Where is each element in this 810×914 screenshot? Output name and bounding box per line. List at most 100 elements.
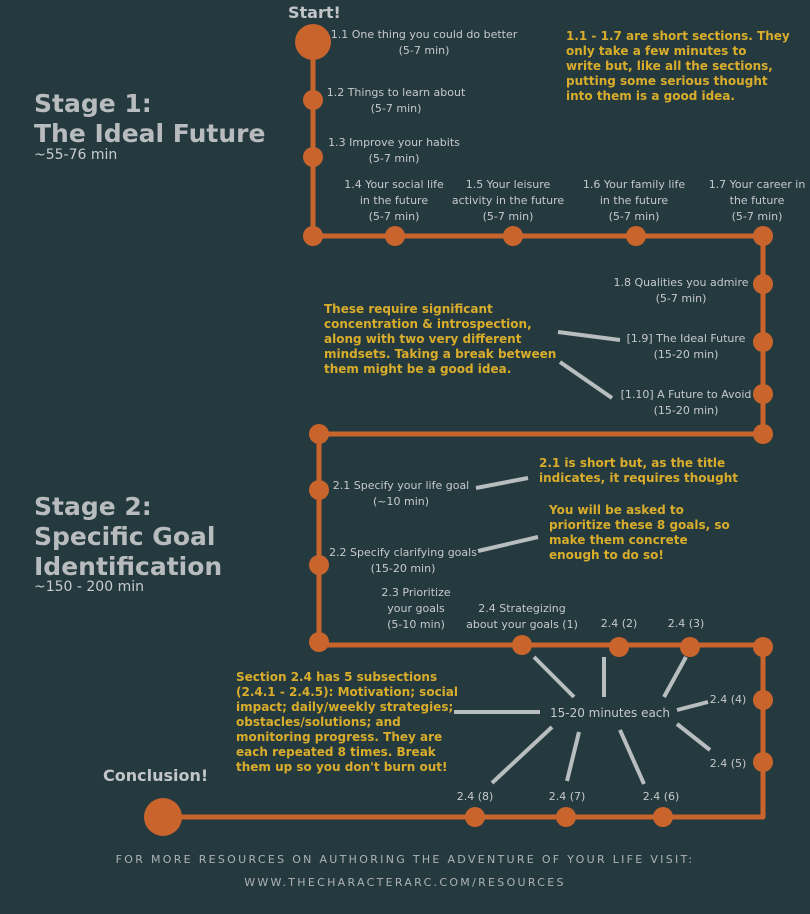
stage2-title-line1: Stage 2: — [34, 492, 152, 521]
step-node — [309, 480, 329, 500]
note-line: obstacles/solutions; and — [236, 715, 401, 729]
step-label-line: [1.9] The Ideal Future — [626, 332, 746, 345]
conclusion-label: Conclusion! — [103, 766, 209, 785]
step-label-line: [1.10] A Future to Avoid — [620, 388, 752, 401]
hub-label: 15-20 minutes each — [549, 706, 671, 720]
step-2-4-4-label: 2.4 (4) — [709, 693, 747, 706]
step-duration: (5-7 min) — [482, 210, 534, 223]
step-label-line: in the future — [359, 194, 429, 207]
note-line: each repeated 8 times. Break — [236, 745, 436, 759]
step-1-6-label: 1.6 Your family life in the future (5-7 … — [583, 177, 685, 225]
stage2-time: ~150 - 200 min — [34, 579, 144, 595]
step-duration: (5-7 min) — [655, 292, 707, 305]
step-2-2-label: 2.2 Specify clarifying goals (15-20 min) — [329, 545, 477, 577]
connector-line — [565, 731, 581, 782]
step-1-7-label: 1.7 Your career in the future (5-7 min) — [709, 177, 806, 225]
step-node — [680, 637, 700, 657]
step-label-line: activity in the future — [451, 194, 565, 207]
step-2-3-label: 2.3 Prioritize your goals (5-10 min) — [381, 585, 450, 633]
step-duration: (5-7 min) — [608, 210, 660, 223]
stage1-time: ~55-76 min — [34, 147, 118, 163]
step-label-line: 1.8 Qualities you admire — [613, 276, 749, 289]
stage2-title-line3: Identification — [34, 552, 223, 581]
stage2-title-line2: Specific Goal — [34, 522, 216, 551]
step-2-1-label: 2.1 Specify your life goal (~10 min) — [333, 478, 470, 510]
step-label-line: 1.7 Your career in — [708, 178, 806, 191]
note-line: write but, like all the sections, — [566, 59, 773, 73]
stage1-title: Stage 1: The Ideal Future — [34, 89, 265, 149]
note-life-goal: 2.1 is short but, as the title indicates… — [539, 456, 738, 486]
footer-resources-link[interactable]: WWW.THECHARACTERARC.COM/RESOURCES — [244, 876, 566, 889]
connector-line — [532, 655, 576, 699]
note-line: You will be asked to — [549, 503, 684, 517]
step-node — [512, 635, 532, 655]
step-node — [753, 752, 773, 772]
step-label-line: in the future — [599, 194, 669, 207]
note-stage1-short-sections: 1.1 - 1.7 are short sections. They only … — [566, 29, 790, 104]
connector-line — [475, 476, 529, 490]
step-node — [309, 424, 329, 444]
step-2-4-2-label: 2.4 (2) — [600, 617, 638, 630]
connector-line — [675, 722, 712, 752]
note-line: (2.4.1 - 2.4.5): Motivation; social — [236, 685, 459, 699]
step-2-4-5-label: 2.4 (5) — [709, 757, 747, 770]
step-node — [503, 226, 523, 246]
stage1-title-line1: Stage 1: — [34, 89, 152, 118]
step-label-line: 2.3 Prioritize — [381, 586, 451, 599]
step-node — [753, 384, 773, 404]
note-line: them might be a good idea. — [324, 362, 512, 376]
step-node — [309, 555, 329, 575]
note-line: 2.1 is short but, as the title — [539, 456, 726, 470]
footer-resources-text: FOR MORE RESOURCES ON AUTHORING THE ADVE… — [115, 853, 695, 866]
connector-line — [558, 360, 614, 400]
step-label-line: 2.2 Specify clarifying goals — [329, 546, 477, 559]
connector-line — [676, 700, 709, 712]
note-introspection: These require significant concentration … — [324, 302, 556, 377]
step-2-4-8-label: 2.4 (8) — [456, 790, 494, 803]
step-duration: (15-20 min) — [653, 404, 719, 417]
step-node — [556, 807, 576, 827]
step-node — [753, 226, 773, 246]
step-label-line: 1.6 Your family life — [582, 178, 686, 191]
connector-line — [662, 656, 688, 698]
note-line: 1.1 - 1.7 are short sections. They — [566, 29, 790, 43]
step-2-4-3-label: 2.4 (3) — [667, 617, 705, 630]
step-label-line: 2.4 Strategizing — [478, 602, 566, 615]
timeline-nodes — [144, 24, 773, 836]
step-label-line: about your goals (1) — [466, 618, 578, 631]
connector-line — [477, 535, 539, 553]
note-section-2-4: Section 2.4 has 5 subsections (2.4.1 - 2… — [236, 670, 458, 775]
step-label-line: your goals — [387, 602, 445, 615]
step-duration: (5-7 min) — [368, 210, 420, 223]
note-line: them up so you don't burn out! — [236, 760, 448, 774]
step-label-line: 2.1 Specify your life goal — [332, 479, 470, 492]
step-node — [753, 690, 773, 710]
note-line: mindsets. Taking a break between — [324, 347, 557, 361]
step-duration: (5-7 min) — [398, 44, 450, 57]
step-duration: (5-7 min) — [731, 210, 783, 223]
step-duration: (15-20 min) — [370, 562, 436, 575]
note-line: enough to do so! — [549, 548, 664, 562]
note-line: impact; daily/weekly strategies; — [236, 700, 454, 714]
step-label-line: the future — [729, 194, 785, 207]
connector-line — [618, 729, 646, 785]
step-duration: (5-7 min) — [370, 102, 422, 115]
step-node — [609, 637, 629, 657]
note-line: only take a few minutes to — [566, 44, 747, 58]
note-line: prioritize these 8 goals, so — [549, 518, 730, 532]
note-line: along with two very different — [324, 332, 522, 346]
step-1-8-label: 1.8 Qualities you admire (5-7 min) — [613, 275, 748, 307]
step-1-5-label: 1.5 Your leisure activity in the future … — [452, 177, 564, 225]
note-line: These require significant — [324, 302, 493, 316]
step-duration: (~10 min) — [372, 495, 430, 508]
step-node — [753, 424, 773, 444]
step-label-line: 1.4 Your social life — [344, 178, 444, 191]
step-1-1-label: 1.1 One thing you could do better (5-7 m… — [331, 27, 518, 59]
step-2-4-7-label: 2.4 (7) — [548, 790, 586, 803]
note-line: putting some serious thought — [566, 74, 768, 88]
conclusion-node — [144, 798, 182, 836]
step-1-2-label: 1.2 Things to learn about (5-7 min) — [327, 85, 466, 117]
step-label-line: 1.3 Improve your habits — [328, 136, 460, 149]
step-duration: (5-10 min) — [387, 618, 445, 631]
